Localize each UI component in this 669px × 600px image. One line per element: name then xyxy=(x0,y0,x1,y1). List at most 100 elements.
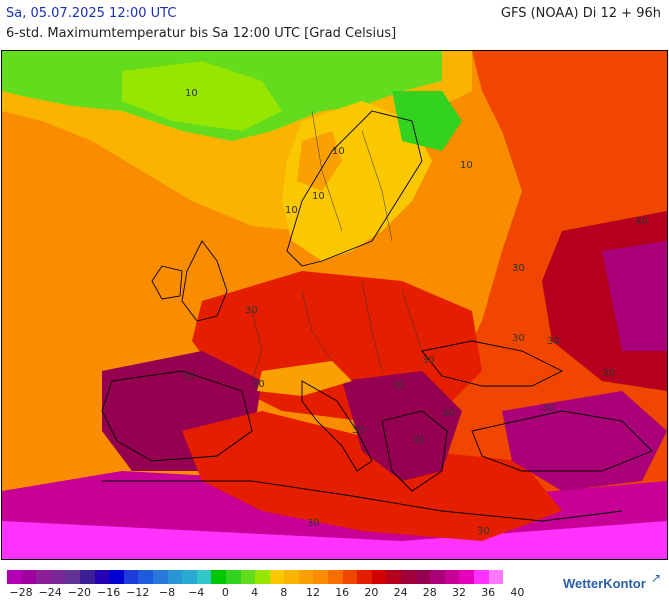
color-scale-swatch xyxy=(94,570,110,584)
color-scale-swatch xyxy=(415,570,431,584)
color-scale-swatch xyxy=(7,570,22,584)
color-scale-label: −24 xyxy=(38,586,62,599)
wetterkontor-logo-icon: ↗ xyxy=(651,571,662,585)
border-norway-sweden xyxy=(311,110,343,232)
color-scale-swatch xyxy=(240,570,256,584)
color-scale-label: 12 xyxy=(306,586,320,599)
temperature-map: 10 10 10 10 10 30 30 30 30 30 30 30 30 3… xyxy=(1,50,668,560)
isotherm-label: 30 xyxy=(422,355,435,366)
border-poland-ukraine xyxy=(361,280,383,372)
color-scale-label: −20 xyxy=(67,586,91,599)
color-scale-swatch xyxy=(474,570,489,584)
color-scale-swatch xyxy=(167,570,183,584)
country-borders xyxy=(251,110,423,382)
isotherm-label: 30 xyxy=(477,526,490,537)
color-scale-swatch xyxy=(269,570,285,584)
color-scale-swatch xyxy=(430,570,445,584)
color-scale-label: −28 xyxy=(9,586,33,599)
isotherm-label: 10 xyxy=(460,160,473,171)
alps-cooler-zone xyxy=(257,361,352,396)
color-scale-swatch xyxy=(371,570,387,584)
isotherm-label: 30 xyxy=(307,518,320,529)
isotherm-label: 30 xyxy=(512,333,525,344)
color-scale-swatch xyxy=(36,570,51,584)
italy-coast xyxy=(301,380,373,472)
sahara-extreme-zone xyxy=(2,521,667,559)
isotherm-label: 30 xyxy=(602,368,615,379)
isotherm-label: 30 xyxy=(245,305,258,316)
isotherm-label: 30 xyxy=(635,216,648,227)
color-scale-swatch xyxy=(444,570,460,584)
color-scale-swatch xyxy=(21,570,37,584)
isotherm-label: 30 xyxy=(442,408,455,419)
color-scale-swatch xyxy=(196,570,212,584)
color-scale-swatch xyxy=(342,570,358,584)
color-scale-swatch xyxy=(357,570,372,584)
isotherm-label: 30 xyxy=(252,379,265,390)
color-scale-swatch xyxy=(386,570,402,584)
isotherm-label: 10 xyxy=(285,205,298,216)
mediterranean-zone xyxy=(182,411,562,541)
color-scale-label: 36 xyxy=(481,586,496,599)
temp-zone-lightgreen xyxy=(122,61,282,131)
isotherm-label: 30 xyxy=(512,263,525,274)
color-scale-label: 16 xyxy=(335,586,350,599)
wetterkontor-logo: WetterKontor xyxy=(563,576,646,591)
color-scale-swatch xyxy=(313,570,329,584)
kola-cool-zone xyxy=(392,91,462,151)
balkans-extreme-zone xyxy=(342,371,462,481)
color-scale-swatch xyxy=(79,570,95,584)
isotherm-label: 30 xyxy=(547,336,560,347)
turkey-extreme-zone xyxy=(502,391,667,491)
color-scale-label: 32 xyxy=(452,586,466,599)
border-sweden-finland xyxy=(361,130,393,242)
color-scale-swatch xyxy=(152,570,168,584)
north-africa-coast xyxy=(102,480,623,522)
color-scale-bar xyxy=(7,570,504,584)
color-scale-swatch xyxy=(182,570,197,584)
map-description: 6-std. Maximumtemperatur bis Sa 12:00 UT… xyxy=(6,26,397,41)
isotherm-label: 10 xyxy=(185,88,198,99)
great-britain-coast xyxy=(181,240,228,322)
valid-date: Sa, 05.07.2025 12:00 UTC xyxy=(6,6,177,21)
scandinavia-coast xyxy=(286,110,423,267)
color-scale-label: −8 xyxy=(158,586,176,599)
color-scale-label: −4 xyxy=(188,586,205,599)
isotherm-label: 10 xyxy=(332,146,345,157)
color-scale-label: 20 xyxy=(364,586,379,599)
color-scale-swatch xyxy=(225,570,241,584)
color-scale-swatch xyxy=(109,570,124,584)
color-scale-label: −12 xyxy=(126,586,150,599)
russia-extreme-zone xyxy=(602,241,667,351)
scandinavia-inner-zone xyxy=(297,131,342,191)
color-scale-swatch xyxy=(211,570,226,584)
balkans-coast xyxy=(381,410,448,492)
color-scale-swatch xyxy=(123,570,139,584)
isotherm-labels: 10 10 10 10 10 30 30 30 30 30 30 30 30 3… xyxy=(182,88,648,537)
coastlines xyxy=(101,110,653,522)
color-scale-label: 4 xyxy=(251,586,259,599)
border-germany-poland xyxy=(301,290,333,362)
iberia-coast xyxy=(101,370,253,462)
isotherm-label: 30 xyxy=(542,403,555,414)
color-scale-swatch xyxy=(138,570,153,584)
color-scale-label: 0 xyxy=(221,586,229,599)
color-scale-label: 24 xyxy=(393,586,408,599)
color-scale-labels: −28 −24 −20 −16 −12 −8 −4 0 4 8 12 16 20 24 28 32 36 40 xyxy=(0,586,540,600)
black-sea-coast xyxy=(421,340,564,387)
map-svg: 10 10 10 10 10 30 30 30 30 30 30 30 30 3… xyxy=(2,51,667,559)
model-run: GFS (NOAA) Di 12 + 96h xyxy=(500,6,661,21)
color-scale-label: −16 xyxy=(96,586,121,599)
border-east xyxy=(401,290,423,352)
color-scale-label: 28 xyxy=(422,586,437,599)
color-scale-swatch xyxy=(284,570,299,584)
color-scale-swatch xyxy=(50,570,66,584)
border-france-germany xyxy=(251,310,263,382)
color-scale-swatch xyxy=(328,570,343,584)
color-scale-swatch xyxy=(255,570,270,584)
color-scale-swatch xyxy=(488,570,504,584)
color-scale-swatch xyxy=(298,570,314,584)
isotherm-label: 30 xyxy=(392,380,405,391)
color-scale-label: 40 xyxy=(510,586,525,599)
isotherm-label: 30 xyxy=(352,425,365,436)
